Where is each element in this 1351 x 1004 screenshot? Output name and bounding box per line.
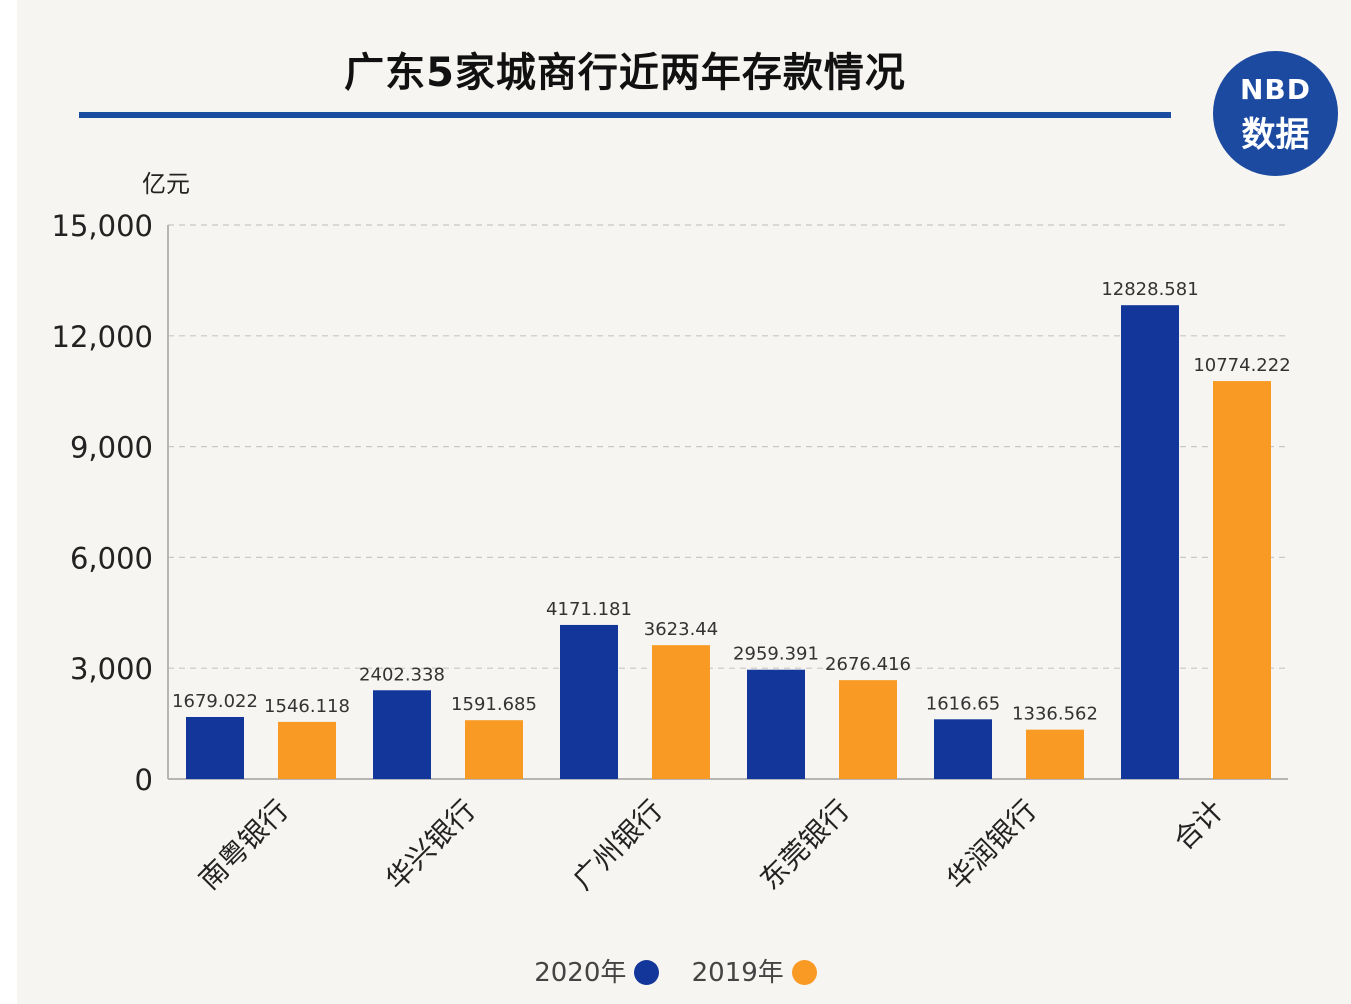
y-tick-label: 15,000 xyxy=(52,209,153,243)
bar-2020 xyxy=(186,716,244,779)
nbd-logo: NBD 数据 xyxy=(1213,51,1338,176)
bar-2019 xyxy=(652,645,710,779)
bar-2020 xyxy=(373,690,431,779)
legend-item-2019: 2019年 xyxy=(692,952,817,989)
data-label: 3623.44 xyxy=(644,619,718,640)
bar-2019 xyxy=(1026,729,1084,779)
x-tick-label: 华兴银行 xyxy=(379,794,482,897)
logo-text-nbd: NBD xyxy=(1239,73,1312,106)
data-label: 1616.65 xyxy=(926,693,1000,714)
bar-2019 xyxy=(465,720,523,779)
logo-text-data: 数据 xyxy=(1241,115,1310,155)
x-tick-label: 合计 xyxy=(1167,794,1230,857)
x-tick-label: 南粤银行 xyxy=(192,794,295,897)
title-rule xyxy=(79,112,1171,118)
bar-chart: 亿元 0 3,000 6,000 9,000 12,000 15,000 1679.022 15… xyxy=(52,170,1291,897)
data-label: 1336.562 xyxy=(1012,704,1098,725)
y-axis-unit-label: 亿元 xyxy=(142,170,190,198)
y-tick-label: 0 xyxy=(135,763,153,797)
bar-2020 xyxy=(560,624,618,779)
y-tick-label: 6,000 xyxy=(70,541,153,575)
bar-2019 xyxy=(278,721,336,779)
legend: 2020年 2019年 xyxy=(0,952,1351,989)
legend-label-2019: 2019年 xyxy=(691,958,784,988)
y-tick-label: 3,000 xyxy=(70,652,153,686)
y-tick-label: 12,000 xyxy=(52,320,153,354)
chart-title: 广东5家城商行近两年存款情况 xyxy=(344,50,906,96)
data-label: 12828.581 xyxy=(1101,279,1198,300)
data-label: 1546.118 xyxy=(264,696,350,717)
data-label: 4171.181 xyxy=(546,599,632,620)
data-label: 2402.338 xyxy=(359,664,445,685)
x-tick-label: 广州银行 xyxy=(566,794,669,897)
bar-2019 xyxy=(839,680,897,779)
bar-2020 xyxy=(747,669,805,779)
bar-2020 xyxy=(934,719,992,779)
legend-item-2020: 2020年 xyxy=(534,952,660,989)
data-label: 2959.391 xyxy=(733,644,819,665)
data-label: 1591.685 xyxy=(451,694,537,715)
data-label: 2676.416 xyxy=(825,654,911,675)
x-tick-label: 华润银行 xyxy=(940,794,1043,897)
legend-dot-2019 xyxy=(791,960,817,985)
legend-dot-2020 xyxy=(634,960,660,985)
legend-label-2020: 2020年 xyxy=(534,958,627,988)
data-label: 1679.022 xyxy=(172,691,258,712)
data-label: 10774.222 xyxy=(1193,355,1290,376)
bar-2019 xyxy=(1213,381,1271,779)
bar-2020 xyxy=(1121,305,1179,779)
x-tick-label: 东莞银行 xyxy=(753,794,856,897)
y-tick-label: 9,000 xyxy=(70,431,153,465)
